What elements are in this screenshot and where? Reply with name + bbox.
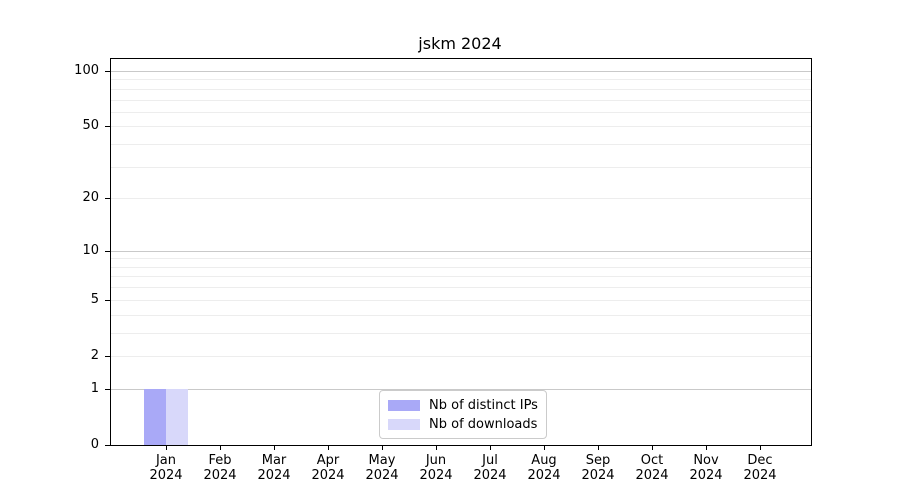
- bar-nb-of-downloads-jan: [166, 388, 188, 445]
- x-tick-label-jan: Jan 2024: [149, 453, 183, 483]
- gridline-y-2: [111, 356, 811, 357]
- legend-swatch-distinct-ips: [388, 399, 420, 411]
- gridline-y-40: [111, 144, 811, 145]
- y-tick-10: [105, 250, 110, 252]
- x-tick-label-mar: Mar 2024: [257, 453, 291, 483]
- gridline-y-90: [111, 79, 811, 81]
- gridline-y-5: [111, 299, 811, 301]
- y-tick-label-0: 0: [90, 437, 99, 452]
- legend-label-downloads: Nb of downloads: [429, 416, 538, 432]
- y-tick-20: [105, 198, 110, 200]
- x-tick-nov: [706, 445, 707, 450]
- x-tick-jan: [166, 445, 167, 450]
- x-tick-aug: [544, 445, 545, 450]
- chart-title: jskm 2024: [418, 34, 502, 53]
- gridline-y-100: [111, 70, 811, 72]
- x-tick-oct: [652, 445, 653, 450]
- x-tick-label-jun: Jun 2024: [419, 453, 453, 483]
- gridline-y-60: [111, 111, 811, 113]
- y-tick-5: [105, 299, 110, 301]
- x-tick-sep: [598, 445, 599, 450]
- legend: Nb of distinct IPs Nb of downloads: [379, 390, 547, 439]
- gridline-y-20: [111, 198, 811, 200]
- x-tick-mar: [274, 445, 275, 450]
- x-tick-label-dec: Dec 2024: [743, 453, 777, 483]
- y-tick-2: [105, 356, 110, 357]
- y-tick-50: [105, 126, 110, 128]
- x-tick-label-oct: Oct 2024: [635, 453, 669, 483]
- y-tick-1: [105, 388, 110, 390]
- x-tick-label-nov: Nov 2024: [689, 453, 723, 483]
- x-tick-label-may: May 2024: [365, 453, 399, 483]
- gridline-y-1: [111, 388, 811, 390]
- gridline-y-7: [111, 276, 811, 278]
- y-tick-label-5: 5: [90, 291, 99, 307]
- y-tick-0: [105, 445, 110, 446]
- x-tick-label-feb: Feb 2024: [203, 453, 237, 483]
- gridline-y-4: [111, 314, 811, 316]
- x-tick-label-jul: Jul 2024: [473, 453, 507, 483]
- gridline-y-10: [111, 250, 811, 252]
- x-tick-jun: [436, 445, 437, 450]
- y-tick-label-10: 10: [82, 242, 99, 258]
- y-tick-100: [105, 70, 110, 72]
- x-tick-dec: [760, 445, 761, 450]
- x-tick-label-apr: Apr 2024: [311, 453, 345, 483]
- gridline-y-8: [111, 266, 811, 268]
- y-tick-label-20: 20: [82, 190, 99, 206]
- x-tick-feb: [220, 445, 221, 450]
- legend-item-distinct-ips: Nb of distinct IPs: [388, 397, 538, 413]
- x-tick-label-aug: Aug 2024: [527, 453, 561, 483]
- y-tick-label-100: 100: [74, 62, 99, 78]
- gridline-y-50: [111, 126, 811, 128]
- x-tick-may: [382, 445, 383, 450]
- gridline-y-6: [111, 287, 811, 289]
- gridline-y-3: [111, 332, 811, 334]
- gridline-y-70: [111, 99, 811, 101]
- bar-nb-of-distinct-ips-jan: [144, 388, 166, 445]
- x-tick-apr: [328, 445, 329, 450]
- legend-item-downloads: Nb of downloads: [388, 416, 538, 432]
- x-tick-label-sep: Sep 2024: [581, 453, 615, 483]
- y-tick-label-1: 1: [90, 380, 99, 396]
- legend-label-distinct-ips: Nb of distinct IPs: [429, 397, 538, 413]
- gridline-y-30: [111, 166, 811, 168]
- plot-area: 0 1 2 5 10 20 50 100 Jan 2024 Feb 2024 Mar 2024 Apr 20…: [74, 58, 812, 483]
- y-tick-label-2: 2: [90, 348, 99, 363]
- gridline-y-9: [111, 258, 811, 260]
- x-tick-jul: [490, 445, 491, 450]
- gridline-y-80: [111, 88, 811, 90]
- legend-swatch-downloads: [388, 418, 420, 430]
- y-tick-label-50: 50: [82, 118, 99, 134]
